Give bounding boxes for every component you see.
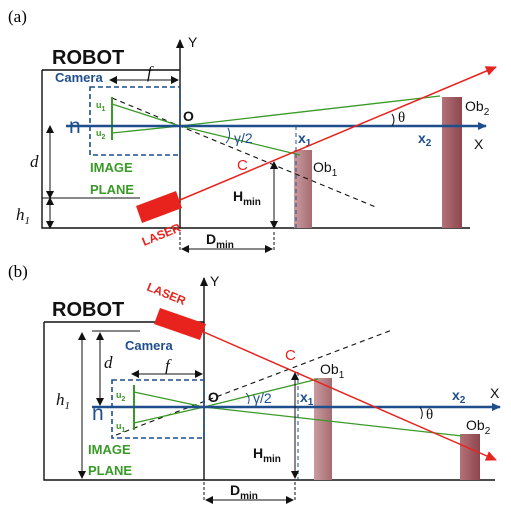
panel-b-obstacle-1 [314,378,332,480]
panel-b-theta-arc [419,406,423,420]
panel-a-dmin-label: Dmin [206,231,234,251]
panel-a-u1-label: u1 [96,100,106,113]
panel-b-laser-label: LASER [145,280,188,308]
panel-a-n-label: n [69,115,81,138]
panel-a-plane-label: PLANE [90,182,134,197]
panel-a-obstacle-1 [294,150,312,228]
panel-a-obstacle-2 [442,97,462,228]
panel-a-x2-label: x2 [418,130,432,149]
panel-a-ob2-label: Ob2 [465,98,490,118]
panel-a-laser-label: LASER [140,220,183,248]
panel-a: (a) ROBOT Y f Camera u1 u2 X n O [8,7,497,253]
panel-a-image-label: IMAGE [90,160,133,175]
panel-a-robot-label: ROBOT [52,47,124,69]
panel-a-ob1-label: Ob1 [313,159,338,179]
panel-a-y-label: Y [188,34,198,50]
panel-a-d-label: d [30,152,39,171]
panel-a-tag: (a) [8,7,27,26]
panel-b-u2-label: u2 [116,390,126,403]
panel-b-camera-label: Camera [125,338,173,353]
panel-a-ray-ob2 [179,95,441,127]
panel-a-laser-device [136,191,182,223]
panel-b-camera-box [111,379,205,439]
panel-a-fov-line [111,97,379,209]
panel-a-theta-arc [391,113,395,127]
panel-a-h1-label: h1 [16,205,30,227]
panel-b-hmin-label: Hmin [253,445,281,465]
panel-b-fov-line [115,329,393,436]
panel-b-u1-label: u1 [116,421,126,434]
panel-a-gamma-label: γ/2 [234,130,253,146]
panel-b: (b) ROBOT Y f Camera u2 u1 X n O x1 [8,262,501,504]
panel-b-origin-label: O [208,389,219,405]
panel-b-ray-ob2 [203,406,463,437]
panel-b-focal-label: f [165,356,172,375]
panel-b-x1-label: x1 [300,389,314,408]
panel-b-x2-label: x2 [452,387,466,406]
panel-a-origin-label: O [183,108,194,124]
panel-b-ray-u2 [133,391,205,408]
panel-b-plane-label: PLANE [88,463,132,478]
panel-b-y-label: Y [210,273,220,289]
panel-b-n-label: n [92,402,104,425]
panel-b-ray-u1 [133,406,205,424]
panel-b-laser-device [154,308,206,340]
panel-b-obstacle-2 [460,434,480,480]
panel-a-c-label: C [237,157,248,174]
panel-b-tag: (b) [8,262,28,281]
panel-a-ray-u1 [111,103,181,127]
panel-b-robot-label: ROBOT [52,299,124,321]
panel-a-hmin-label: Hmin [233,188,261,208]
panel-b-gamma-label: γ/2 [253,390,272,406]
panel-b-ob2-label: Ob2 [466,417,491,437]
panel-a-ray-ob1 [179,125,301,156]
panel-a-theta-label: θ [398,110,405,126]
panel-b-d-label: d [104,353,113,372]
panel-b-gamma-arc [245,392,250,405]
panel-a-x-label: X [474,136,484,152]
panel-a-camera-box [89,86,181,156]
panel-a-robot-body [41,69,470,229]
panel-b-laser-beam [189,325,497,461]
panel-b-theta-label: θ [426,407,433,423]
panel-a-focal-label: f [147,63,154,82]
panel-b-x-label: X [490,385,500,401]
panel-b-h1-label: h1 [56,390,70,412]
panel-a-u2-label: u2 [96,128,106,141]
panel-b-c-label: C [285,347,296,364]
panel-a-camera-label: Camera [55,70,103,85]
panel-b-ray-ob1 [203,378,319,408]
panel-b-dmin-label: Dmin [230,482,258,502]
panel-b-ob1-label: Ob1 [320,361,345,381]
panel-b-image-label: IMAGE [88,442,131,457]
panel-a-laser-beam [167,66,497,206]
panel-a-gamma-arc [225,127,231,144]
panel-a-x1-label: x1 [298,130,312,149]
